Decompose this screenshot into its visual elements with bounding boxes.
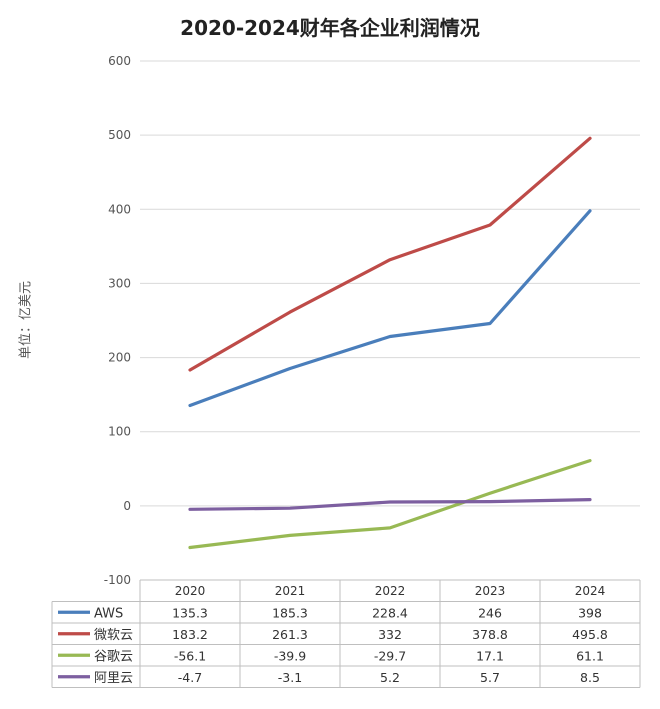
table-cell-value: 228.4 xyxy=(372,605,408,620)
y-tick-label: 100 xyxy=(108,425,131,439)
x-tick-label: 2021 xyxy=(275,584,306,598)
table-cell-value: -56.1 xyxy=(174,648,206,663)
table-cell-value: 185.3 xyxy=(272,605,308,620)
table-cell-value: -3.1 xyxy=(278,670,302,685)
legend-label: 微软云 xyxy=(94,628,133,643)
table-cell-value: 398 xyxy=(578,605,602,620)
series-line-4 xyxy=(188,498,592,511)
table-cell-value: 8.5 xyxy=(580,670,600,685)
series-line-2 xyxy=(188,136,592,372)
table-cell-value: -4.7 xyxy=(178,670,202,685)
x-tick-label: 2020 xyxy=(175,584,206,598)
legend-label: 阿里云 xyxy=(94,671,133,686)
table-cell-value: -39.9 xyxy=(274,648,306,663)
y-tick-label: 600 xyxy=(108,54,131,68)
y-tick-label: 300 xyxy=(108,276,131,290)
x-tick-label: 2023 xyxy=(475,584,506,598)
table-cell-value: 135.3 xyxy=(172,605,208,620)
x-tick-label: 2024 xyxy=(575,584,606,598)
y-tick-label: 500 xyxy=(108,128,131,142)
table-cell-value: 5.7 xyxy=(480,670,500,685)
y-tick-label: -100 xyxy=(104,573,131,587)
legend-label: AWS xyxy=(94,606,123,621)
table-cell-value: 183.2 xyxy=(172,627,208,642)
chart-title: 2020-2024财年各企业利润情况 xyxy=(180,16,480,40)
table-cell-value: 5.2 xyxy=(380,670,400,685)
x-tick-label: 2022 xyxy=(375,584,406,598)
series-line-3 xyxy=(188,459,592,550)
table-cell-value: 61.1 xyxy=(576,648,604,663)
y-tick-label: 400 xyxy=(108,202,131,216)
y-tick-label: 0 xyxy=(123,499,131,513)
table-cell-value: -29.7 xyxy=(374,648,406,663)
table-cell-value: 378.8 xyxy=(472,627,508,642)
legend-label: 谷歌云 xyxy=(94,649,133,664)
y-tick-label: 200 xyxy=(108,351,131,365)
series-line-1 xyxy=(188,209,592,408)
table-cell-value: 495.8 xyxy=(572,627,608,642)
table-cell-value: 261.3 xyxy=(272,627,308,642)
table-cell-value: 332 xyxy=(378,627,402,642)
table-cell-value: 17.1 xyxy=(476,648,504,663)
table-cell-value: 246 xyxy=(478,605,502,620)
